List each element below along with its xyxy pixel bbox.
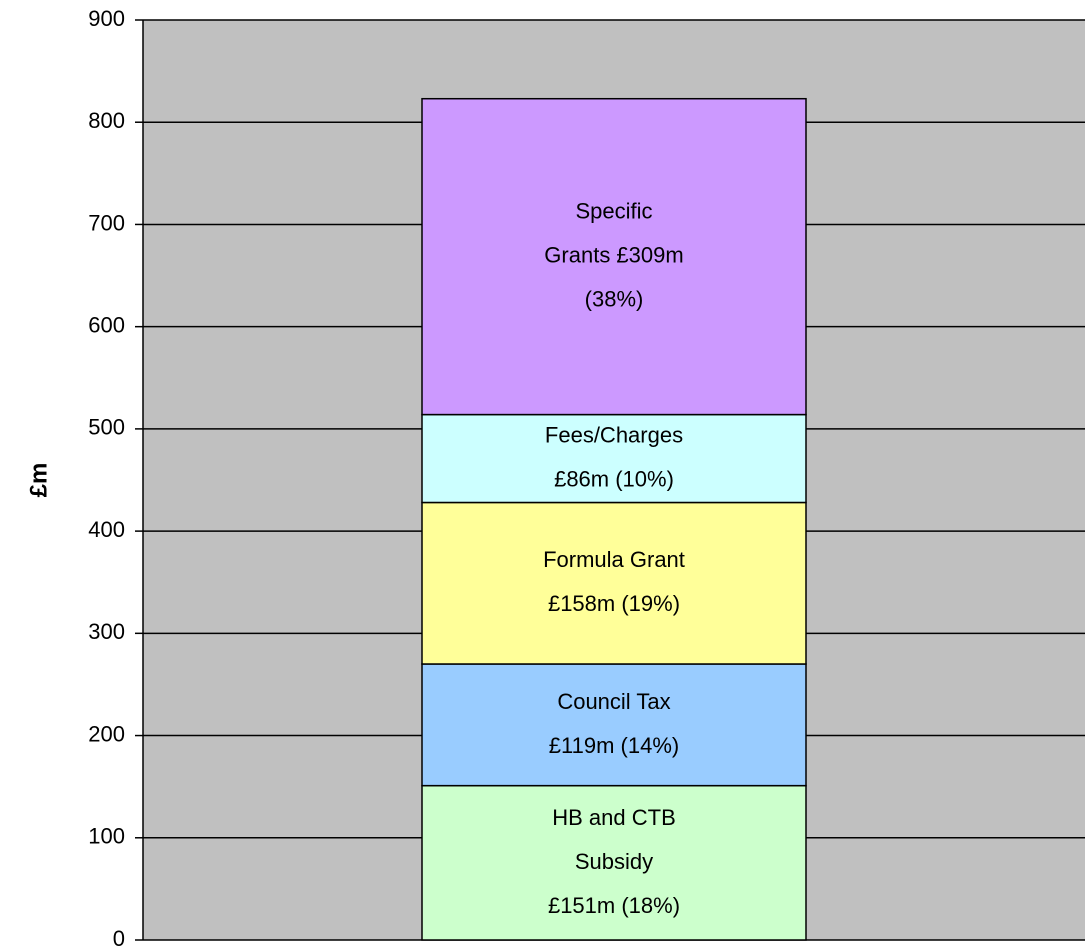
y-tick-label: 200 [88,721,125,746]
y-tick-label: 900 [88,6,125,31]
data-label: Fees/Charges £86m (10%) [545,422,683,491]
data-label-line: Fees/Charges [545,422,683,447]
bar-segment [421,97,807,416]
data-label-line: HB and CTB [552,805,676,830]
y-tick-label: 800 [88,108,125,133]
y-tick-label: 100 [88,824,125,849]
bar-segment [421,784,807,941]
y-tick-label: 0 [113,926,125,950]
bar-segment [421,501,807,665]
data-label-line: Formula Grant [543,547,685,572]
data-label: Formula Grant £158m (19%) [543,547,685,616]
data-label-line: £158m (19%) [548,591,680,616]
y-tick-label: 600 [88,312,125,337]
y-tick-label: 400 [88,517,125,542]
data-label-line: £151m (18%) [548,893,680,918]
y-tick-label: 300 [88,619,125,644]
bar-segment [421,413,807,504]
data-label: Council Tax £119m (14%) [549,689,679,758]
data-label: Specific Grants £309m (38%) [544,198,683,311]
data-label-line: Specific [575,198,652,223]
bar-segment [421,663,807,787]
data-label-line: (38%) [585,286,644,311]
data-label: HB and CTB Subsidy £151m (18%) [548,805,680,918]
data-label-line: £86m (10%) [554,466,674,491]
data-label-line: Subsidy [575,849,653,874]
data-label-line: £119m (14%) [549,733,679,758]
data-label-line: Council Tax [557,689,670,714]
y-tick-label: 700 [88,210,125,235]
y-tick-label: 500 [88,415,125,440]
data-label-line: Grants £309m [544,242,683,267]
y-axis-label: £m [25,463,52,498]
